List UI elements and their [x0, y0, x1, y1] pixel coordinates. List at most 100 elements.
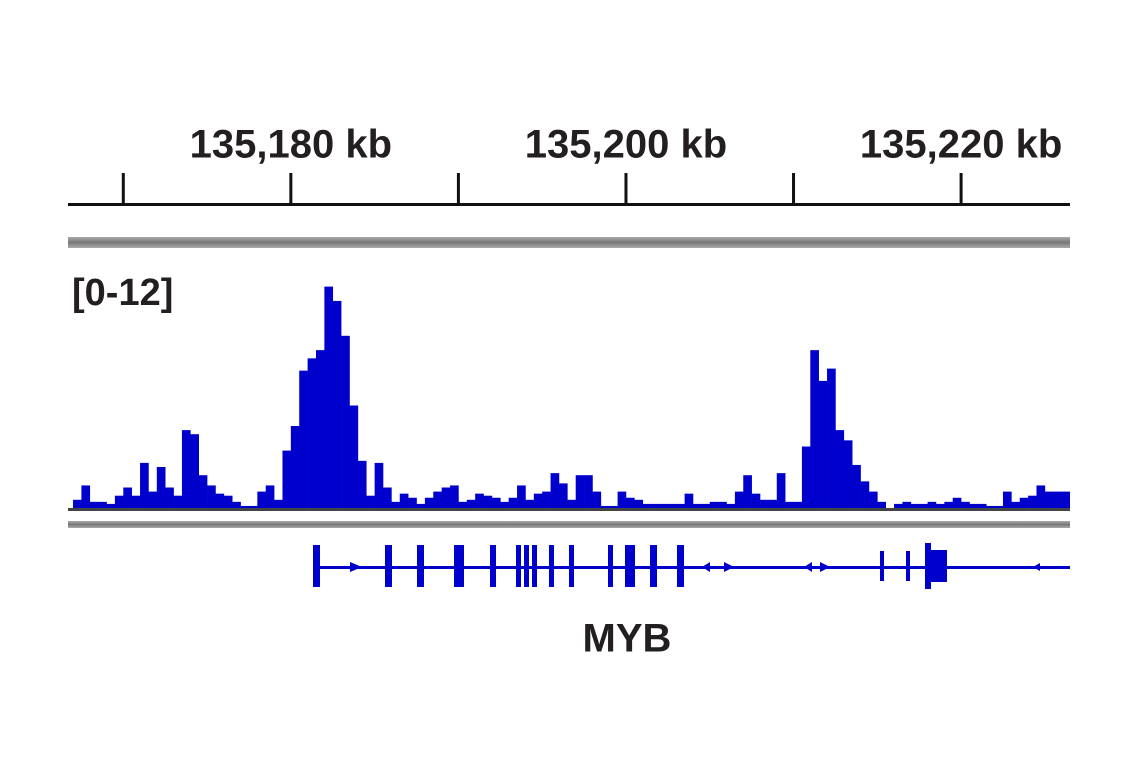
coverage-bar: [165, 487, 174, 508]
coverage-bar: [609, 505, 618, 508]
coverage-bar: [617, 491, 627, 508]
coverage-bar: [433, 491, 442, 508]
exon: [532, 545, 537, 587]
coverage-bar: [734, 491, 744, 508]
coverage-bar: [902, 501, 912, 508]
coverage-bar: [383, 487, 392, 508]
coverage-bar: [399, 493, 409, 508]
coverage-bar: [994, 505, 1004, 508]
coverage-bar: [600, 505, 610, 508]
coverage-bar: [785, 501, 794, 508]
coverage-bar: [148, 491, 158, 508]
coverage-bar: [584, 475, 593, 508]
exon: [677, 545, 684, 587]
coverage-bar: [299, 370, 308, 508]
gene-label: MYB: [583, 617, 672, 661]
coverage-bar: [558, 483, 568, 508]
exon: [524, 545, 529, 587]
coverage-bar: [416, 503, 426, 508]
coverage-bar: [181, 430, 191, 508]
ruler-line: [68, 203, 1070, 206]
exon: [454, 545, 464, 587]
coverage-bar: [257, 491, 267, 508]
coverage-bar: [642, 503, 652, 508]
coverage-bar: [860, 481, 870, 508]
exon: [625, 545, 635, 587]
x-tick-label: 135,180 kb: [190, 123, 392, 167]
coverage-bar: [1053, 491, 1062, 508]
coverage-bar: [349, 405, 359, 508]
coverage-bar: [525, 499, 535, 508]
track-separator: [68, 237, 1070, 248]
coverage-bar: [533, 493, 543, 508]
coverage-bar: [567, 499, 577, 508]
coverage-bar: [542, 491, 551, 508]
coverage-bar: [927, 501, 937, 508]
coverage-bar: [508, 497, 518, 508]
coverage-bar: [424, 497, 434, 508]
coverage-bar: [667, 503, 677, 508]
coverage-bar: [173, 495, 183, 508]
coverage-bar: [550, 473, 560, 508]
coverage-bar: [843, 440, 853, 508]
coverage-bar: [391, 501, 401, 508]
coverage-bar: [458, 501, 468, 508]
coverage-bar: [919, 503, 928, 508]
exon: [569, 545, 574, 587]
coverage-bar: [810, 350, 819, 508]
coverage-bar: [140, 462, 149, 508]
coverage-bar: [81, 485, 91, 508]
coverage-bar: [1044, 491, 1054, 508]
coverage-bar: [852, 464, 861, 508]
coverage-bar: [357, 460, 367, 508]
coverage-bar: [1036, 485, 1046, 508]
coverage-bar: [374, 462, 384, 508]
coverage-bar: [265, 485, 275, 508]
coverage-track: [73, 286, 1070, 508]
coverage-bar: [240, 505, 250, 508]
exon: [417, 545, 424, 587]
coverage-bar: [760, 499, 769, 508]
coverage-bar: [868, 491, 878, 508]
coverage-bar: [575, 475, 585, 508]
coverage-bar: [726, 503, 736, 508]
coverage-bar: [450, 485, 459, 508]
gene-model: [313, 543, 1070, 589]
coverage-bar: [223, 495, 233, 508]
coverage-bar: [827, 368, 836, 508]
coverage-bar: [701, 503, 711, 508]
exon: [931, 550, 947, 582]
coverage-bar: [282, 450, 292, 508]
coverage-bar: [776, 473, 786, 508]
coverage-bar: [89, 501, 99, 508]
coverage-bar: [1028, 495, 1037, 508]
coverage-bar: [475, 493, 484, 508]
coverage-bar: [952, 497, 962, 508]
x-tick-label: 135,200 kb: [525, 123, 727, 167]
coverage-bar: [483, 495, 493, 508]
coverage-bar: [592, 491, 602, 508]
coverage-bar: [910, 503, 920, 508]
coverage-bar: [190, 434, 199, 508]
exon: [549, 545, 554, 587]
coverage-bar: [500, 501, 509, 508]
coverage-bar: [248, 505, 258, 508]
coverage-bar: [877, 501, 886, 508]
coverage-bar: [106, 503, 116, 508]
coverage-bar: [986, 505, 995, 508]
coverage-bar: [517, 485, 526, 508]
coverage-bar: [1011, 501, 1021, 508]
coverage-bar: [818, 380, 828, 508]
exon: [650, 545, 657, 587]
coverage-bar: [1061, 491, 1070, 508]
coverage-bar: [123, 487, 132, 508]
coverage-bar: [232, 501, 241, 508]
coverage-bar: [207, 485, 216, 508]
coverage-bar: [659, 503, 669, 508]
coverage-bar: [743, 475, 752, 508]
coverage-bar: [768, 499, 778, 508]
coverage-bar: [408, 497, 417, 508]
exon: [880, 551, 884, 581]
coverage-bar: [198, 475, 208, 508]
coverage-bar: [676, 503, 685, 508]
